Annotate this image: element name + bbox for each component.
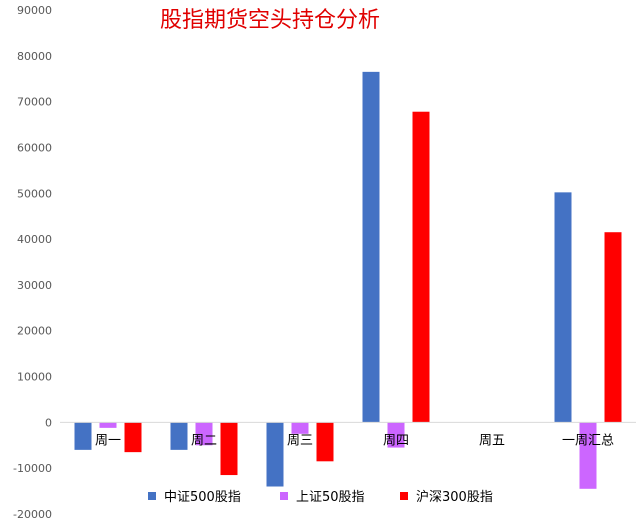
x-category-label: 周二 [191,433,217,448]
y-tick-label: 0 [45,416,52,429]
bar-中证500股指-一周汇总 [554,192,572,423]
bar-沪深300股指-周一 [124,422,142,453]
legend-label: 沪深300股指 [416,489,493,505]
y-tick-label: -20000 [13,508,52,519]
legend-label: 上证50股指 [296,490,365,505]
bar-中证500股指-周三 [266,422,284,487]
bar-中证500股指-周四 [362,71,380,423]
y-tick-label: 30000 [17,279,52,292]
y-tick-label: -10000 [13,462,52,475]
legend-swatch [148,492,156,500]
y-axis: 90000 80000 70000 60000 50000 40000 30000 20000… [13,4,52,519]
bars-layer [74,71,622,489]
x-axis: 周一 周二 周三 周四 周五 一周汇总 [95,433,614,448]
bar-上证50股指-周三 [291,422,309,434]
x-category-label: 一周汇总 [562,433,614,448]
bar-沪深300股指-周三 [316,422,334,462]
x-category-label: 周三 [287,433,313,448]
bar-中证500股指-周一 [74,422,92,450]
y-tick-label: 40000 [17,233,52,246]
bar-上证50股指-周四 [387,422,405,448]
bar-上证50股指-周一 [99,422,117,428]
bar-沪深300股指-周二 [220,422,238,476]
chart-title: 股指期货空头持仓分析 [160,8,380,33]
y-tick-label: 60000 [17,141,52,154]
x-category-label: 周一 [95,433,121,448]
bar-中证500股指-周二 [170,422,188,450]
bar-上证50股指-周二 [195,422,213,446]
legend-swatch [280,492,288,500]
bar-上证50股指-一周汇总 [579,422,597,489]
y-tick-label: 70000 [17,96,52,109]
y-tick-label: 10000 [17,371,52,384]
bar-沪深300股指-一周汇总 [604,232,622,423]
y-tick-label: 50000 [17,187,52,200]
legend: 中证500股指 上证50股指 沪深300股指 [148,489,493,505]
bar-沪深300股指-周四 [412,111,430,423]
y-tick-label: 20000 [17,325,52,338]
legend-swatch [400,492,408,500]
y-tick-label: 80000 [17,50,52,63]
x-category-label: 周四 [383,433,409,448]
legend-label: 中证500股指 [164,490,241,505]
y-tick-label: 90000 [17,4,52,17]
x-category-label: 周五 [479,433,505,448]
